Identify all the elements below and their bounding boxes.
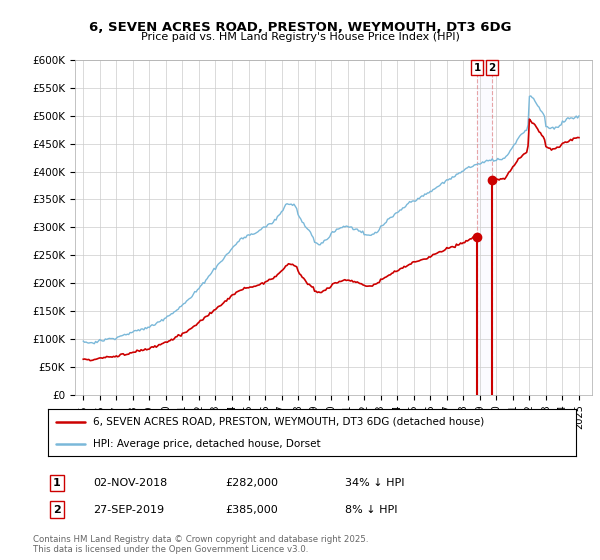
Text: 8% ↓ HPI: 8% ↓ HPI <box>345 505 398 515</box>
Text: 2: 2 <box>488 63 496 73</box>
Text: 1: 1 <box>53 478 61 488</box>
Text: £282,000: £282,000 <box>225 478 278 488</box>
Text: This data is licensed under the Open Government Licence v3.0.: This data is licensed under the Open Gov… <box>33 545 308 554</box>
Text: 2: 2 <box>53 505 61 515</box>
Text: Contains HM Land Registry data © Crown copyright and database right 2025.: Contains HM Land Registry data © Crown c… <box>33 535 368 544</box>
Text: 27-SEP-2019: 27-SEP-2019 <box>93 505 164 515</box>
Bar <box>477 60 492 395</box>
Text: 6, SEVEN ACRES ROAD, PRESTON, WEYMOUTH, DT3 6DG (detached house): 6, SEVEN ACRES ROAD, PRESTON, WEYMOUTH, … <box>93 417 484 427</box>
Text: 02-NOV-2018: 02-NOV-2018 <box>93 478 167 488</box>
Text: 6, SEVEN ACRES ROAD, PRESTON, WEYMOUTH, DT3 6DG: 6, SEVEN ACRES ROAD, PRESTON, WEYMOUTH, … <box>89 21 511 34</box>
Text: Price paid vs. HM Land Registry's House Price Index (HPI): Price paid vs. HM Land Registry's House … <box>140 32 460 43</box>
Text: 1: 1 <box>473 63 481 73</box>
Text: HPI: Average price, detached house, Dorset: HPI: Average price, detached house, Dors… <box>93 438 320 449</box>
Text: £385,000: £385,000 <box>225 505 278 515</box>
Text: 34% ↓ HPI: 34% ↓ HPI <box>345 478 404 488</box>
